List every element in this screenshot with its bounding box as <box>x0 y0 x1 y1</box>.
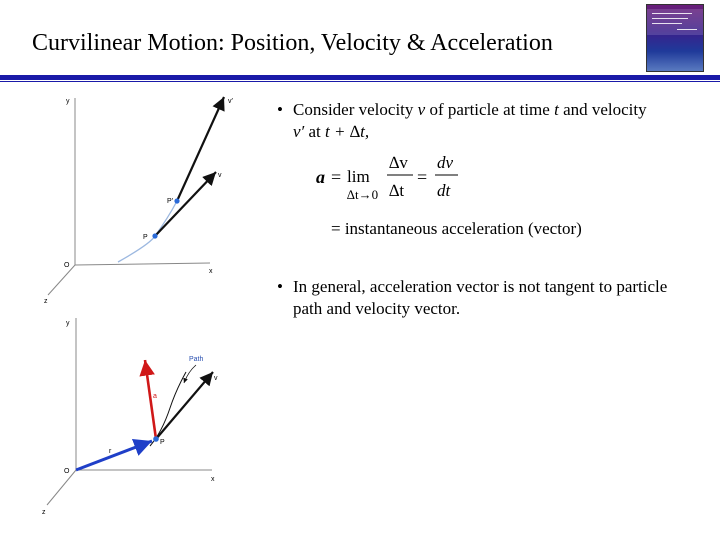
bullet-velocity: • Consider velocity v of particle at tim… <box>277 99 717 143</box>
title-underline-thin <box>0 81 720 82</box>
fig1-label-pprime: P′ <box>167 198 174 205</box>
t-plus-dt: t + ∆t, <box>325 122 370 141</box>
bullet-dot: • <box>277 100 283 119</box>
fig2-label-a: a <box>153 393 157 400</box>
bullet-dot: • <box>277 277 283 296</box>
bullet-acceleration-tangent: • In general, acceleration vector is not… <box>277 276 697 320</box>
fig1-path-curve <box>117 200 178 263</box>
fig2-path-pointer <box>183 364 197 384</box>
fig1-label-y: y <box>66 98 70 105</box>
fig2-label-x: x <box>211 476 215 483</box>
instantaneous-acceleration-line: = instantaneous acceleration (vector) <box>331 219 582 238</box>
cover-text-line <box>652 13 692 14</box>
fig1-label-v: v <box>218 172 222 179</box>
bullet1-part2: of particle at time <box>429 100 550 119</box>
fig1-label-o: O <box>64 262 70 269</box>
fraction1-denominator: ∆t <box>389 181 404 200</box>
lim-subscript: ∆t→0 <box>347 187 378 202</box>
figure-acceleration-vector: y x z O P r a v Path <box>42 318 218 516</box>
equals-sign-2: = <box>417 167 427 187</box>
fig1-label-x: x <box>209 268 213 275</box>
fig1-x-axis <box>74 262 211 266</box>
fig1-label-z: z <box>44 298 48 305</box>
t-symbol: t <box>554 100 559 119</box>
lim-operator: lim <box>347 167 370 186</box>
fig2-label-o: O <box>64 468 70 475</box>
equals-sign: = <box>331 167 341 187</box>
bullet1-part4: at <box>308 122 321 141</box>
fig2-label-v: v <box>214 375 218 382</box>
slide-title: Curvilinear Motion: Position, Velocity &… <box>32 30 553 56</box>
fig2-acceleration-vector <box>139 359 158 440</box>
fig1-z-axis <box>47 264 76 296</box>
bullet1-part3: and velocity <box>563 100 647 119</box>
v-symbol: v <box>417 100 426 119</box>
fraction2-denominator: dt <box>437 181 452 200</box>
fig2-label-p: P <box>160 439 165 446</box>
acceleration-symbol: a <box>316 167 325 187</box>
fig1-velocity-vector <box>154 171 217 237</box>
cover-text-line <box>652 18 688 19</box>
bullet1-part1: Consider velocity <box>293 100 414 119</box>
fig1-label-p: P <box>143 234 148 241</box>
fig2-label-path: Path <box>189 356 204 363</box>
fig2-point-p <box>153 436 159 442</box>
fig1-point-p <box>152 233 158 239</box>
title-underline <box>0 75 720 80</box>
vprime-symbol: v′ <box>293 122 305 141</box>
fig1-point-pprime <box>174 198 180 204</box>
book-cover-image <box>646 4 704 72</box>
fig2-label-r: r <box>109 448 112 455</box>
cover-text-line <box>652 23 682 24</box>
fig2-position-vector <box>75 439 153 472</box>
fig1-label-vprime: v′ <box>228 98 234 105</box>
fig2-velocity-vector <box>155 371 214 440</box>
fig2-z-axis <box>46 469 77 506</box>
fig2-label-y: y <box>66 320 70 327</box>
fraction1-numerator: ∆v <box>389 153 408 172</box>
cover-text-line <box>677 29 697 30</box>
fig2-label-z: z <box>42 509 46 516</box>
fig1-velocity-prime-vector <box>175 96 226 202</box>
figure-velocity-change: y x z O P P′ v v′ <box>44 96 234 305</box>
bullet2-text: In general, acceleration vector is not t… <box>293 277 668 318</box>
fraction2-numerator: dv <box>437 153 454 172</box>
